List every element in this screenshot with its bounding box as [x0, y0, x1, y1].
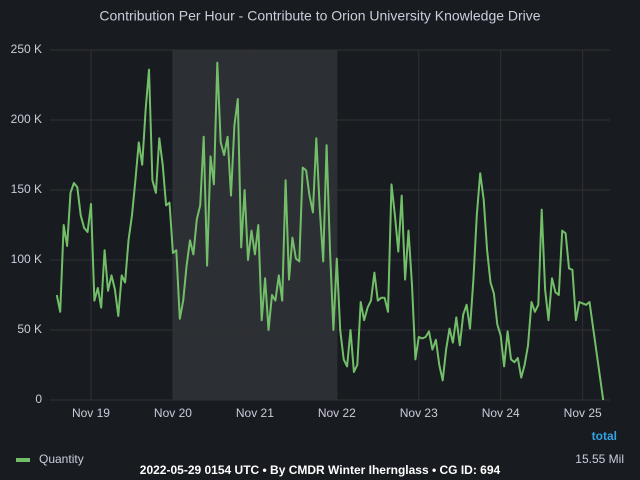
- x-tick-label: Nov 25: [564, 406, 602, 420]
- y-tick-label: 250 K: [11, 42, 42, 56]
- x-tick-label: Nov 19: [72, 406, 110, 420]
- y-tick-label: 150 K: [11, 182, 42, 196]
- footer: 2022-05-29 0154 UTC • By CMDR Winter Ihe…: [140, 463, 501, 477]
- y-tick-label: 100 K: [11, 252, 42, 266]
- x-tick-label: Nov 22: [318, 406, 356, 420]
- x-tick-label: Nov 24: [482, 406, 520, 420]
- y-tick-label: 200 K: [11, 112, 42, 126]
- legend-label: Quantity: [39, 452, 84, 466]
- legend-header: total: [592, 429, 617, 443]
- y-tick-label: 50 K: [17, 322, 42, 336]
- chart-title: Contribution Per Hour - Contribute to Or…: [99, 8, 540, 24]
- y-tick-label: 0: [35, 392, 42, 406]
- legend-total: 15.55 Mil: [575, 452, 624, 466]
- x-tick-label: Nov 20: [154, 406, 192, 420]
- data-line: [55, 61, 605, 401]
- x-tick-label: Nov 23: [400, 406, 438, 420]
- x-tick-label: Nov 21: [236, 406, 274, 420]
